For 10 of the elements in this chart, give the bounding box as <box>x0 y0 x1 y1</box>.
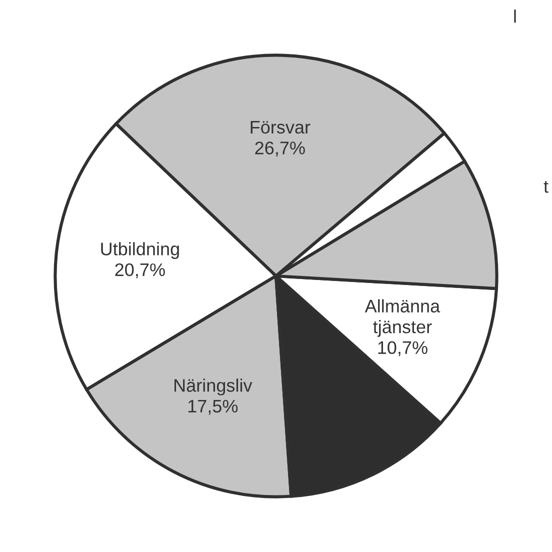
slice-label: Utbildning <box>101 242 179 259</box>
data-label: 26,7% <box>255 142 305 157</box>
slice-label: Näringsliv <box>174 378 252 396</box>
data-label: 17,5% <box>188 400 238 415</box>
data-label: 10,7% <box>378 341 428 356</box>
data-label: 20,7% <box>115 263 165 278</box>
slice-label: Allmänna tjänster <box>364 299 440 337</box>
slice-label: Försvar <box>250 121 310 134</box>
text: l <box>514 10 516 23</box>
text: t <box>544 180 548 193</box>
